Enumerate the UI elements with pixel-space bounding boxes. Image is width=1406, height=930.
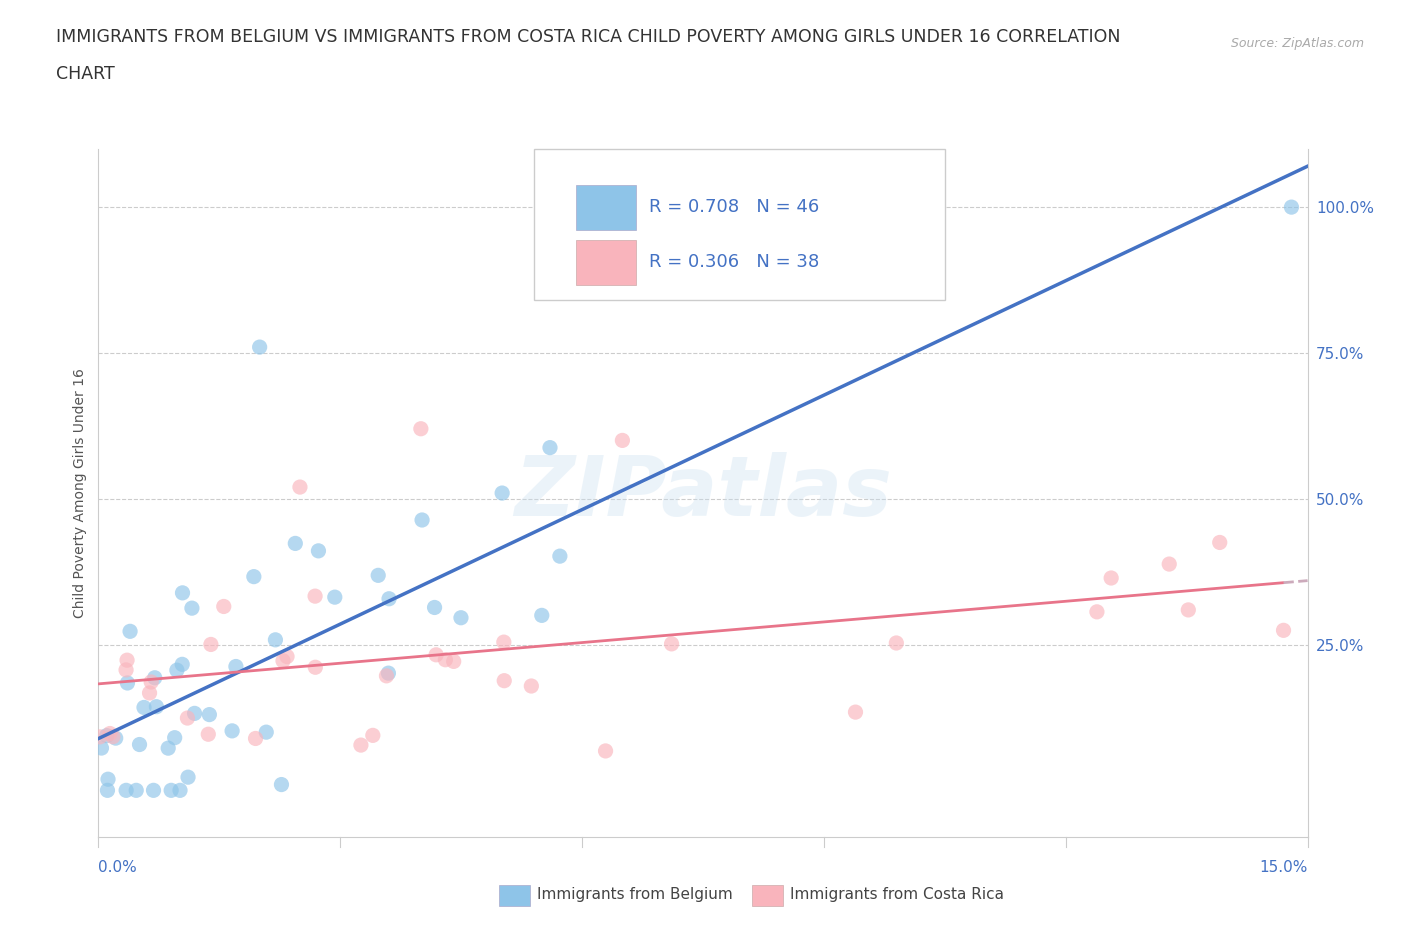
Text: R = 0.708   N = 46: R = 0.708 N = 46 <box>648 198 818 217</box>
FancyBboxPatch shape <box>534 149 945 300</box>
Point <box>254 724 277 739</box>
Point <box>176 711 198 725</box>
Point <box>115 783 138 798</box>
Point <box>89 729 111 744</box>
Text: 15.0%: 15.0% <box>1260 860 1308 875</box>
Point <box>117 675 139 690</box>
Point <box>520 679 543 694</box>
Point <box>491 485 513 500</box>
Point <box>132 700 155 715</box>
Point <box>97 772 120 787</box>
Point <box>181 601 204 616</box>
Point <box>271 654 294 669</box>
Point <box>169 783 191 798</box>
Point <box>450 610 472 625</box>
Point <box>1281 200 1303 215</box>
Point <box>530 608 553 623</box>
Point <box>264 632 287 647</box>
Point <box>612 433 634 448</box>
Point <box>595 743 617 758</box>
Text: R = 0.306   N = 38: R = 0.306 N = 38 <box>648 253 818 272</box>
Text: Immigrants from Belgium: Immigrants from Belgium <box>537 887 733 902</box>
Text: CHART: CHART <box>56 65 115 83</box>
Point <box>198 707 221 722</box>
Point <box>145 699 167 714</box>
Point <box>1099 571 1122 586</box>
Point <box>115 653 138 668</box>
Point <box>90 740 112 755</box>
Text: IMMIGRANTS FROM BELGIUM VS IMMIGRANTS FROM COSTA RICA CHILD POVERTY AMONG GIRLS : IMMIGRANTS FROM BELGIUM VS IMMIGRANTS FR… <box>56 28 1121 46</box>
Point <box>212 599 235 614</box>
Point <box>128 737 150 752</box>
Point <box>1209 535 1232 550</box>
Point <box>443 654 465 669</box>
Point <box>101 729 124 744</box>
Point <box>409 421 432 436</box>
Point <box>538 440 561 455</box>
Point <box>249 339 271 354</box>
Point <box>548 549 571 564</box>
Point <box>125 783 148 798</box>
Point <box>98 726 121 741</box>
Point <box>160 783 183 798</box>
Point <box>163 730 186 745</box>
Text: Immigrants from Costa Rica: Immigrants from Costa Rica <box>790 887 1004 902</box>
Point <box>120 624 142 639</box>
Point <box>425 647 447 662</box>
Point <box>323 590 346 604</box>
FancyBboxPatch shape <box>576 185 637 230</box>
Point <box>423 600 446 615</box>
Point <box>172 585 194 600</box>
Point <box>96 783 118 798</box>
Point <box>844 705 866 720</box>
Point <box>288 480 311 495</box>
Point <box>225 659 247 674</box>
Point <box>375 669 398 684</box>
Point <box>157 740 180 755</box>
Point <box>115 662 138 677</box>
Point <box>143 671 166 685</box>
Point <box>183 706 205 721</box>
Point <box>270 777 292 792</box>
Point <box>367 568 389 583</box>
Point <box>411 512 433 527</box>
Point <box>304 659 326 674</box>
Point <box>378 591 401 606</box>
Point <box>221 724 243 738</box>
Y-axis label: Child Poverty Among Girls Under 16: Child Poverty Among Girls Under 16 <box>73 368 87 618</box>
Point <box>276 649 298 664</box>
Point <box>243 569 266 584</box>
Point <box>1177 603 1199 618</box>
Point <box>172 657 194 671</box>
Point <box>104 731 127 746</box>
Point <box>138 685 160 700</box>
Point <box>350 737 373 752</box>
Point <box>141 674 163 689</box>
Point <box>492 634 515 649</box>
Point <box>166 663 188 678</box>
Point <box>142 783 165 798</box>
Point <box>377 666 399 681</box>
Point <box>434 652 457 667</box>
Point <box>494 673 516 688</box>
Point <box>661 636 683 651</box>
Point <box>1159 557 1181 572</box>
Point <box>197 726 219 741</box>
Point <box>886 635 908 650</box>
Point <box>200 637 222 652</box>
Text: Source: ZipAtlas.com: Source: ZipAtlas.com <box>1230 37 1364 50</box>
Point <box>96 728 118 743</box>
Point <box>284 536 307 551</box>
FancyBboxPatch shape <box>576 240 637 285</box>
Point <box>307 543 329 558</box>
Point <box>1272 623 1295 638</box>
Point <box>361 728 384 743</box>
Text: 0.0%: 0.0% <box>98 860 138 875</box>
Point <box>177 770 200 785</box>
Point <box>304 589 326 604</box>
Point <box>1085 604 1108 619</box>
Point <box>245 731 267 746</box>
Text: ZIPatlas: ZIPatlas <box>515 452 891 534</box>
